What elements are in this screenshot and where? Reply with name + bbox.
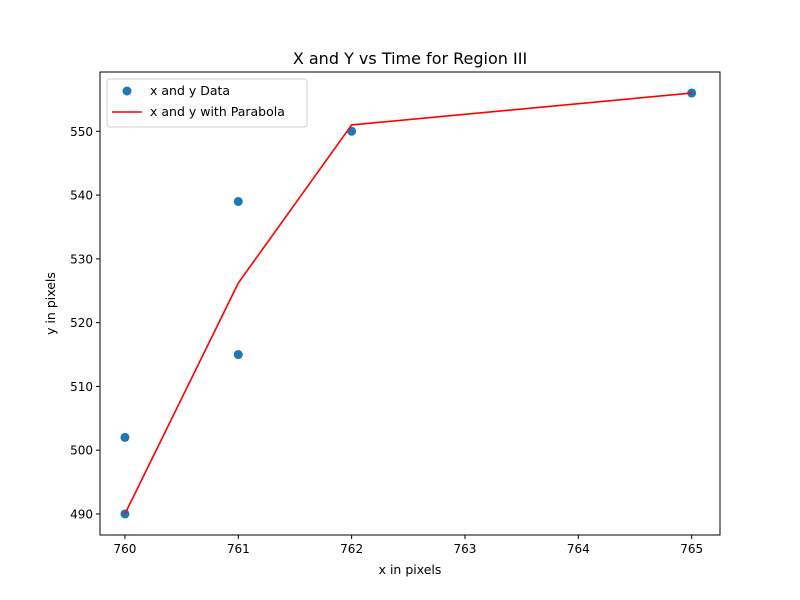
series-layer [120, 88, 697, 519]
y-tick-label: 520 [70, 316, 93, 330]
x-tick-label: 762 [340, 542, 363, 556]
y-tick-label: 540 [70, 189, 93, 203]
x-tick-label: 764 [567, 542, 590, 556]
chart-title: X and Y vs Time for Region III [293, 49, 527, 68]
y-axis-ticks: 490 500 510 520 530 540 550 [70, 125, 100, 521]
y-tick-label: 500 [70, 444, 93, 458]
plot-area [100, 72, 720, 535]
x-tick-label: 763 [454, 542, 477, 556]
legend: x and y Data x and y with Parabola [106, 78, 308, 128]
x-axis-label: x in pixels [379, 562, 442, 577]
legend-marker-scatter [122, 86, 132, 96]
x-tick-label: 765 [680, 542, 703, 556]
parabola-line [124, 92, 692, 515]
y-tick-label: 510 [70, 380, 93, 394]
y-tick-label: 550 [70, 125, 93, 139]
legend-box [106, 78, 308, 128]
y-tick-label: 530 [70, 252, 93, 266]
y-axis-label: y in pixels [43, 272, 58, 335]
y-tick-label: 490 [70, 507, 93, 521]
legend-label-scatter: x and y Data [150, 83, 230, 98]
plot-frame [99, 71, 721, 536]
scatter-point [233, 196, 243, 206]
x-axis-ticks: 760 761 762 763 764 765 [113, 535, 703, 556]
x-tick-label: 761 [227, 542, 250, 556]
x-tick-label: 760 [113, 542, 136, 556]
scatter-point [120, 509, 130, 519]
legend-label-line: x and y with Parabola [150, 104, 285, 119]
scatter-point [233, 350, 243, 360]
scatter-point [120, 432, 130, 442]
